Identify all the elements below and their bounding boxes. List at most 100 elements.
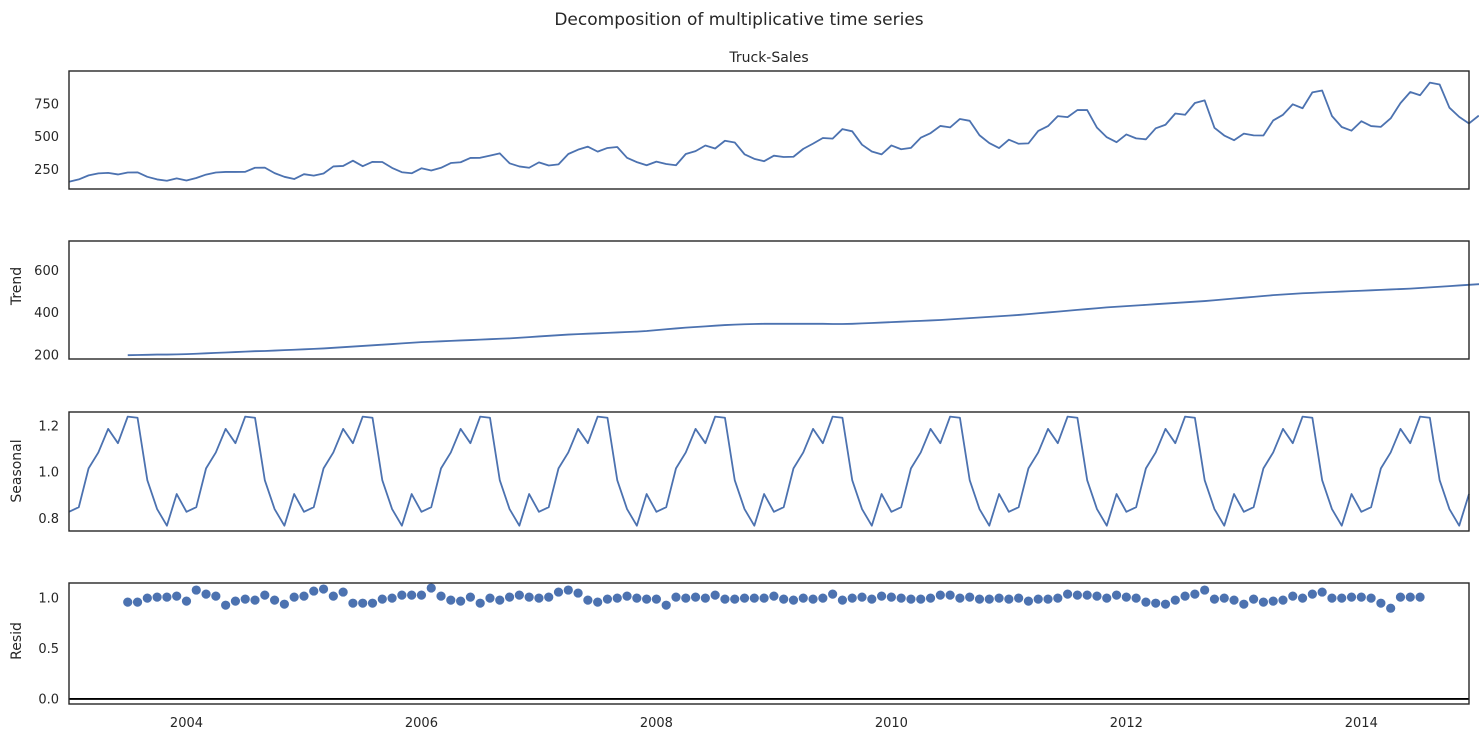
resid-point	[1160, 599, 1171, 609]
resid-point	[221, 600, 231, 610]
resid-point	[1268, 596, 1278, 606]
resid-point	[1219, 593, 1229, 603]
resid-point	[984, 594, 994, 604]
y-tick-label: 0.0	[38, 692, 59, 707]
resid-point	[1239, 599, 1249, 609]
resid-point	[886, 592, 896, 602]
resid-point	[1209, 594, 1220, 604]
resid-point	[1346, 592, 1357, 602]
resid-point	[132, 597, 143, 607]
resid-point	[847, 593, 857, 603]
resid-point	[720, 594, 730, 604]
resid-point	[602, 594, 613, 604]
resid-point	[749, 593, 759, 603]
resid-point	[661, 600, 671, 610]
series-line-1	[127, 283, 1479, 357]
resid-point	[524, 592, 534, 602]
resid-point	[1405, 592, 1415, 602]
resid-point	[651, 594, 662, 604]
y-tick-label: 0.8	[38, 512, 59, 527]
resid-point	[1249, 594, 1259, 604]
panel-observed: Truck-Sales 250 500 750	[34, 50, 1479, 190]
resid-point	[553, 587, 564, 597]
series-line-2	[68, 415, 1470, 527]
resid-point	[416, 590, 427, 600]
resid-point	[1072, 590, 1082, 600]
resid-point	[563, 585, 573, 595]
resid-point	[456, 596, 466, 606]
resid-point	[1337, 593, 1347, 603]
resid-point	[965, 592, 975, 602]
panel-observed-title: Truck-Sales	[728, 50, 808, 66]
resid-point	[289, 592, 299, 602]
y-tick-label: 1.2	[38, 419, 59, 434]
resid-point	[769, 591, 779, 601]
resid-point	[1082, 590, 1092, 600]
resid-point	[994, 593, 1004, 603]
resid-point	[407, 590, 417, 600]
panel-seasonal: Seasonal 0.8 1.0 1.2	[9, 411, 1470, 532]
resid-point	[465, 592, 475, 602]
resid-point	[1229, 595, 1239, 605]
resid-point	[1288, 591, 1298, 601]
x-tick-label: 2010	[875, 716, 908, 731]
panel-resid: Resid 0.0 0.5 1.0	[9, 582, 1470, 707]
resid-point	[906, 594, 916, 604]
resid-point	[730, 594, 740, 604]
resid-point	[945, 590, 955, 600]
resid-point	[1327, 593, 1337, 603]
resid-point	[818, 593, 828, 603]
resid-point	[446, 595, 456, 605]
resid-point	[1023, 596, 1034, 606]
resid-point	[152, 592, 162, 602]
resid-point	[1278, 595, 1288, 605]
resid-point	[162, 592, 172, 602]
resid-point	[1415, 592, 1425, 602]
x-tick-label: 2008	[640, 716, 673, 731]
resid-point	[896, 593, 906, 603]
resid-point	[798, 593, 808, 603]
resid-point	[857, 592, 867, 602]
resid-point	[436, 591, 446, 601]
resid-point	[1111, 590, 1122, 600]
resid-point	[358, 598, 368, 608]
resid-point	[1043, 594, 1053, 604]
resid-point	[1190, 589, 1200, 599]
seasonal-ylabel: Seasonal	[9, 439, 25, 502]
resid-point	[1376, 598, 1386, 608]
resid-point	[1200, 585, 1210, 595]
x-axis: 2004 2006 2008 2010 2012 2014	[170, 716, 1378, 731]
trend-ylabel: Trend	[9, 267, 25, 306]
resid-point	[876, 591, 887, 601]
y-tick-label: 250	[34, 163, 59, 178]
resid-point	[779, 594, 789, 604]
resid-point	[338, 587, 348, 597]
resid-point	[495, 595, 505, 605]
y-tick-label: 200	[34, 348, 59, 363]
resid-point	[1307, 589, 1317, 599]
resid-point	[690, 592, 701, 602]
resid-point	[191, 585, 201, 595]
panel-trend: Trend 200 400 600	[9, 240, 1479, 363]
resid-point	[1141, 597, 1151, 607]
resid-point	[1180, 591, 1190, 601]
figure-suptitle: Decomposition of multiplicative time ser…	[554, 10, 923, 30]
resid-point	[974, 594, 985, 604]
x-tick-label: 2006	[405, 716, 438, 731]
resid-point	[935, 590, 945, 600]
panel-frame	[68, 70, 1470, 190]
resid-point	[1004, 594, 1014, 604]
resid-point	[583, 595, 593, 605]
resid-point	[318, 584, 329, 594]
resid-point	[377, 594, 387, 604]
resid-point	[250, 595, 260, 605]
resid-point	[1317, 587, 1327, 597]
panel-frame	[68, 240, 1470, 360]
resid-point	[211, 591, 221, 601]
resid-point	[1014, 593, 1024, 603]
series-line-0	[68, 81, 1479, 183]
resid-point	[269, 595, 280, 605]
resid-point	[299, 591, 309, 601]
resid-point	[1395, 592, 1406, 602]
y-tick-label: 1.0	[38, 592, 59, 607]
